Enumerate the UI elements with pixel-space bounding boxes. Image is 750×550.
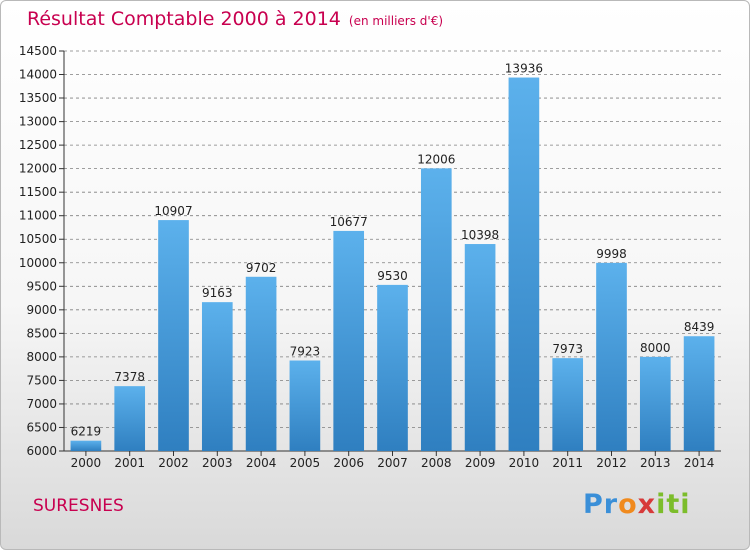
x-tick-label-2005: 2005 — [290, 456, 321, 470]
bar-2007 — [377, 284, 408, 451]
x-tick-label-2014: 2014 — [684, 456, 715, 470]
data-label-2013: 8000 — [640, 341, 671, 355]
y-tick-label: 10500 — [19, 232, 57, 246]
x-tick-label-2010: 2010 — [509, 456, 540, 470]
bar-2008 — [420, 168, 452, 452]
bar-2002 — [158, 220, 189, 451]
x-tick-label-2013: 2013 — [640, 456, 671, 470]
data-label-2014: 8439 — [684, 320, 715, 334]
y-tick-label: 14000 — [19, 68, 57, 82]
y-tick-label: 11000 — [19, 209, 57, 223]
x-tick-label-2002: 2002 — [158, 456, 189, 470]
data-label-2006: 10677 — [330, 215, 368, 229]
x-tick-label-2007: 2007 — [377, 456, 408, 470]
y-tick-label: 10000 — [19, 256, 57, 270]
y-tick-label: 7500 — [26, 373, 57, 387]
data-labels: 6219 7378 10907 9163 9702 7923 10677 9530 12006 1… — [71, 62, 715, 439]
bars — [70, 77, 715, 452]
x-tick-label-2011: 2011 — [552, 456, 583, 470]
bar-2004 — [245, 276, 277, 451]
chart-title: Résultat Comptable 2000 à 2014 (en millie… — [27, 8, 443, 30]
y-tick-label: 14500 — [19, 44, 57, 58]
commune-name: SURESNES — [33, 496, 124, 516]
bar-2006 — [333, 230, 365, 451]
y-tick-label: 8000 — [26, 350, 57, 364]
data-label-2002: 10907 — [154, 204, 192, 218]
y-tick-label: 9500 — [26, 279, 57, 293]
x-tick-label-2006: 2006 — [333, 456, 364, 470]
x-tick-label-2009: 2009 — [465, 456, 496, 470]
data-label-2000: 6219 — [71, 425, 102, 439]
data-label-2001: 7378 — [114, 370, 145, 384]
bar-2001 — [114, 386, 146, 451]
data-label-2012: 9998 — [596, 247, 627, 261]
data-label-2010: 13936 — [505, 62, 543, 76]
bar-2010 — [508, 77, 540, 452]
bar-2014 — [683, 336, 715, 451]
x-tick-label-2012: 2012 — [596, 456, 627, 470]
y-tick-label: 12000 — [19, 162, 57, 176]
unit-note: (en milliers d'€) — [348, 14, 444, 28]
y-tick-label: 11500 — [19, 185, 57, 199]
bar-2003 — [201, 302, 233, 451]
data-label-2004: 9702 — [246, 261, 277, 275]
bar-2005 — [289, 360, 321, 451]
data-label-2005: 7923 — [290, 345, 321, 359]
x-tick-label-2001: 2001 — [114, 456, 145, 470]
y-tick-label: 8500 — [26, 326, 57, 340]
data-label-2009: 10398 — [461, 228, 499, 242]
y-tick-labels: 6000 6500 7000 7500 8000 8500 9000 9500 10000 105… — [19, 44, 57, 458]
x-tick-labels: 2000 2001 2002 2003 2004 2005 2006 2007 2008 2009… — [71, 456, 715, 470]
data-label-2008: 12006 — [417, 152, 455, 166]
y-tick-label: 13000 — [19, 115, 57, 129]
bar-2012 — [596, 262, 627, 451]
bar-2011 — [552, 358, 584, 451]
x-tick-label-2004: 2004 — [246, 456, 277, 470]
x-tick-label-2008: 2008 — [421, 456, 452, 470]
x-tick-label-2003: 2003 — [202, 456, 233, 470]
y-tick-label: 13500 — [19, 91, 57, 105]
data-label-2003: 9163 — [202, 286, 233, 300]
bar-2013 — [639, 356, 671, 451]
y-tick-label: 6000 — [26, 444, 57, 458]
data-label-2007: 9530 — [377, 269, 408, 283]
title-text: Résultat Comptable 2000 à 2014 — [27, 8, 341, 30]
bar-2009 — [464, 244, 496, 451]
y-tick-label: 7000 — [26, 397, 57, 411]
data-label-2011: 7973 — [552, 342, 583, 356]
y-tick-label: 12500 — [19, 138, 57, 152]
y-tick-label: 6500 — [26, 420, 57, 434]
y-tick-label: 9000 — [26, 303, 57, 317]
proxiti-logo: Proxiti — [583, 489, 691, 520]
bar-2000 — [70, 440, 102, 451]
x-tick-label-2000: 2000 — [71, 456, 102, 470]
